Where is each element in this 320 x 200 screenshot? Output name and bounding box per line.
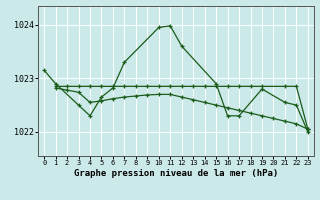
X-axis label: Graphe pression niveau de la mer (hPa): Graphe pression niveau de la mer (hPa) xyxy=(74,169,278,178)
